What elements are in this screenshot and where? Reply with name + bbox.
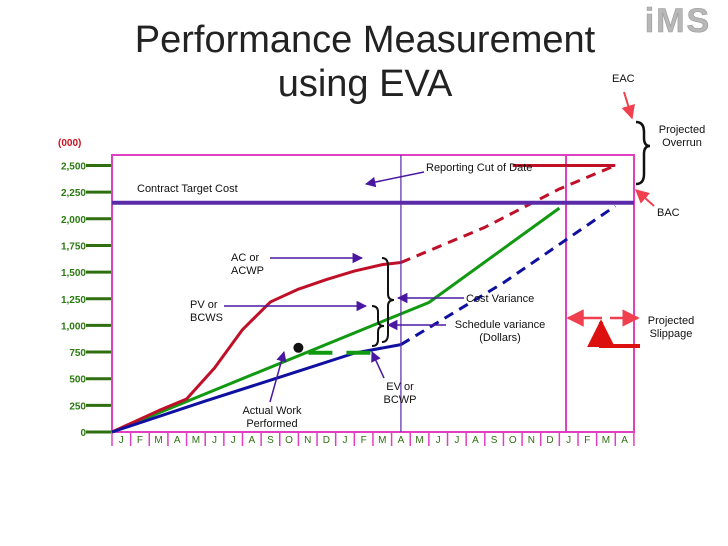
x-tick-label: D: [323, 435, 330, 446]
pv-bcws-label-line-1: PV or: [190, 299, 218, 311]
eac-arrow: [621, 91, 635, 120]
x-tick-label: F: [584, 435, 590, 446]
x-tick-label: O: [509, 435, 517, 446]
x-tick-label: J: [454, 435, 459, 446]
page-title: Performance Measurement using EVA: [80, 18, 650, 106]
ac-acwp-label-line-2: ACWP: [231, 265, 264, 277]
series-ac-or-acwpsolid: [111, 261, 402, 434]
y-tick-label: 1,250: [61, 295, 86, 306]
reporting-cutoff-label: Reporting Cut of Date: [426, 162, 532, 174]
projected-overrun-label-line-2: Overrun: [662, 137, 702, 149]
y-tick-label: 0: [80, 428, 86, 439]
x-tick-label: M: [415, 435, 423, 446]
y-tick-label: 750: [69, 348, 86, 359]
x-tick-label: N: [304, 435, 311, 446]
y-tick-label: 1,500: [61, 268, 86, 279]
bac-arrow: [634, 189, 655, 207]
reporting-cutoff-arrow: [364, 171, 425, 188]
projected-slippage-label-line-1: Projected: [648, 315, 694, 327]
schedule-variance-label-line-2: (Dollars): [479, 332, 521, 344]
series-ac-or-acwpdashed: [400, 164, 616, 264]
eac-label: EAC: [612, 73, 635, 85]
projected-overrun-label-line-1: Projected: [659, 124, 705, 136]
y-tick-label: 500: [69, 375, 86, 386]
projected-slippage-label-line-2: Slippage: [650, 328, 693, 340]
y-tick-label: 2,250: [61, 188, 86, 199]
x-tick-label: M: [192, 435, 200, 446]
x-tick-label: S: [267, 435, 274, 446]
x-tick-label: J: [212, 435, 217, 446]
x-tick-label: M: [378, 435, 386, 446]
x-tick-label: F: [137, 435, 143, 446]
contract-target-cost-label: Contract Target Cost: [137, 183, 238, 195]
y-tick-label: 2,500: [61, 162, 86, 173]
cost-variance-label: Cost Variance: [466, 293, 534, 305]
projected-overrun-brace: [635, 120, 651, 186]
x-tick-label: J: [566, 435, 571, 446]
x-tick-label: A: [621, 435, 628, 446]
ims-logo-text: iMS: [645, 2, 711, 38]
slippage-pointer: [587, 319, 640, 348]
actual-work-arrow: [269, 350, 287, 403]
actual-work-label-line-1: Actual Work: [242, 405, 302, 417]
schedule-variance-label-line-1: Schedule variance: [455, 319, 546, 331]
x-tick-label: A: [398, 435, 405, 446]
ev-bcwp-label-line-2: BCWP: [384, 394, 417, 406]
x-tick-label: A: [248, 435, 255, 446]
x-tick-label: D: [546, 435, 553, 446]
y-tick-label: 1,750: [61, 241, 86, 252]
schedule-variance-brace: [371, 305, 385, 347]
plot-frame: [111, 154, 635, 433]
series-ev-or-bcwpdashed: [400, 204, 617, 346]
x-tick-label: A: [174, 435, 181, 446]
pv-bcws-label-line-2: BCWS: [190, 312, 223, 324]
actual-work-label-line-2: Performed: [246, 418, 297, 430]
actual-work-point: [293, 342, 304, 353]
ims-logo: iMS: [644, 2, 711, 38]
x-tick-label: J: [231, 435, 236, 446]
series-ev-or-bcwpsolid: [111, 343, 402, 434]
x-tick-label: N: [528, 435, 535, 446]
x-tick-label: O: [285, 435, 293, 446]
x-tick-label: M: [154, 435, 162, 446]
bac-label: BAC: [657, 207, 680, 219]
ev-bcwp-arrow: [371, 351, 385, 379]
x-tick-label: M: [602, 435, 610, 446]
cost-variance-brace: [381, 257, 395, 343]
x-tick-label: S: [491, 435, 498, 446]
title-line-2: using EVA: [277, 63, 453, 105]
x-tick-label: A: [472, 435, 479, 446]
title-line-1: Performance Measurement: [134, 19, 596, 61]
series-pv-or-bcwssolid: [111, 206, 561, 434]
y-tick-label: 1,000: [61, 321, 86, 332]
ev-bcwp-label-line-1: EV or: [386, 381, 414, 393]
y-tick-label: 250: [69, 401, 86, 412]
y-unit-label: (000): [58, 138, 81, 149]
x-tick-label: J: [342, 435, 347, 446]
x-tick-label: J: [436, 435, 441, 446]
ac-acwp-label-line-1: AC or: [231, 252, 259, 264]
x-tick-label: J: [119, 435, 124, 446]
y-tick-label: 2,000: [61, 215, 86, 226]
x-tick-label: F: [361, 435, 367, 446]
